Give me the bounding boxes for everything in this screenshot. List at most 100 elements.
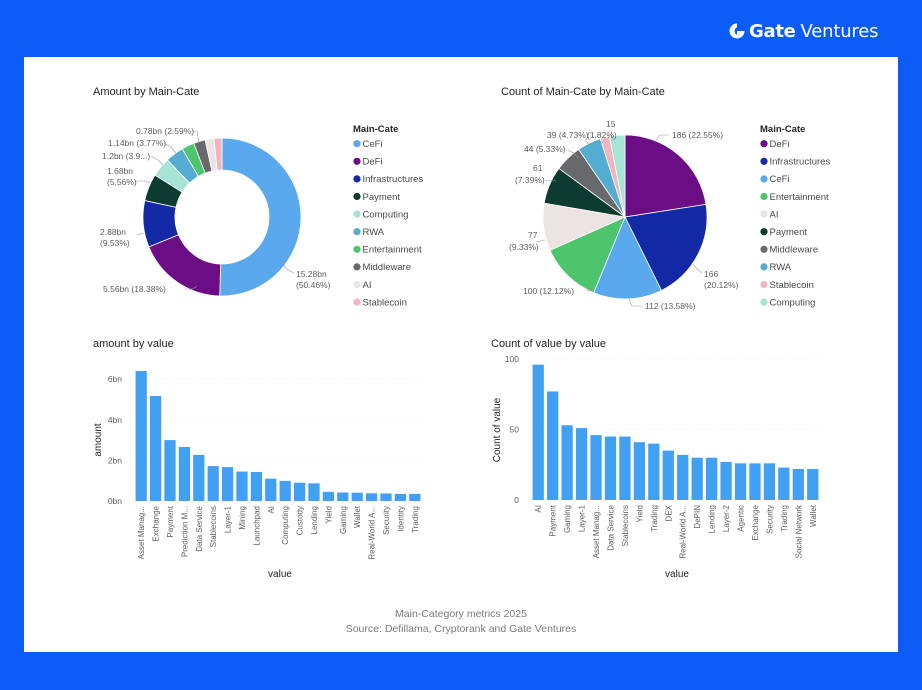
- bar-ai[interactable]: [265, 478, 277, 501]
- legend-item-rwa[interactable]: RWA: [760, 262, 792, 273]
- bar-lending[interactable]: [705, 457, 718, 500]
- legend-label: AI: [363, 280, 372, 291]
- data-label: 1.14bn (3.77%): [108, 138, 166, 148]
- legend-label: CeFi: [770, 174, 790, 185]
- y-tick-label: 6bn: [108, 374, 122, 384]
- bar-layer-1[interactable]: [575, 428, 588, 500]
- legend-item-defi[interactable]: DeFi: [760, 139, 790, 150]
- data-label-secondary: 15: [606, 119, 616, 129]
- brand-logo: Gate Ventures: [728, 17, 878, 45]
- bar-agentic[interactable]: [734, 463, 747, 500]
- bar-stablecoins[interactable]: [207, 466, 219, 501]
- bar-wallet[interactable]: [351, 492, 363, 501]
- bar-stablecoins[interactable]: [619, 436, 631, 500]
- legend-item-payment[interactable]: Payment: [760, 227, 807, 238]
- legend-marker: [760, 245, 768, 253]
- legend-item-payment[interactable]: Payment: [353, 192, 400, 203]
- bar-custody[interactable]: [293, 482, 306, 501]
- legend-item-entertainment[interactable]: Entertainment: [353, 245, 422, 256]
- bar-dex[interactable]: [662, 450, 674, 500]
- legend-item-infrastructures[interactable]: Infrastructures: [760, 157, 830, 168]
- amount-bar-chart-title: amount by value: [93, 338, 174, 350]
- bar-ai[interactable]: [532, 364, 544, 500]
- x-tick-label: Data Service: [195, 505, 204, 551]
- bar-exchange[interactable]: [749, 463, 761, 500]
- bar-asset-manag-[interactable]: [135, 371, 147, 501]
- x-tick-label: Computing: [281, 506, 290, 545]
- slice-computing[interactable]: [609, 134, 626, 218]
- x-tick-label: Lending: [708, 505, 717, 533]
- data-label-secondary: (9.53%): [100, 238, 130, 248]
- legend-marker: [353, 245, 361, 253]
- legend-item-stablecoin[interactable]: Stablecoin: [353, 297, 407, 308]
- leader-line: [655, 134, 669, 142]
- bar-security[interactable]: [380, 493, 392, 501]
- bar-depin[interactable]: [691, 457, 703, 500]
- bar-exchange[interactable]: [149, 396, 162, 501]
- bar-security[interactable]: [763, 463, 776, 500]
- donut-chart: 15.28bn(50.46%) 5.56bn (18.38%) 2.88bn(9.5…: [100, 126, 331, 297]
- bar-real-world-a-[interactable]: [677, 454, 689, 500]
- legend-marker: [353, 192, 361, 201]
- leader-line: [586, 287, 596, 292]
- bar-layer-1[interactable]: [221, 467, 234, 501]
- bar-payment[interactable]: [547, 391, 559, 500]
- slice-entertainment[interactable]: [549, 216, 626, 294]
- bar-gaming[interactable]: [561, 425, 573, 500]
- x-tick-label: Trading: [780, 505, 789, 532]
- bar-data-service[interactable]: [604, 436, 617, 500]
- data-label: 112 (13.58%): [645, 301, 696, 311]
- bar-trading[interactable]: [409, 493, 421, 501]
- data-label-secondary: (9.33%): [509, 242, 539, 252]
- bar-data-service[interactable]: [193, 454, 205, 501]
- data-label-secondary: (50.46%): [296, 280, 331, 290]
- bar-payment[interactable]: [164, 440, 176, 501]
- legend-item-defi[interactable]: DeFi: [353, 157, 383, 168]
- slice-cefi[interactable]: [219, 137, 302, 297]
- bar-yield[interactable]: [633, 442, 646, 500]
- x-tick-label: Real-World A...: [679, 505, 688, 559]
- legend-item-entertainment[interactable]: Entertainment: [760, 192, 829, 203]
- bar-trading[interactable]: [778, 467, 790, 500]
- legend-item-cefi[interactable]: CeFi: [760, 174, 790, 185]
- data-label-secondary: (20.12%): [704, 280, 739, 290]
- bar-wallet[interactable]: [807, 468, 819, 500]
- legend-item-computing[interactable]: Computing: [760, 297, 815, 308]
- donut-chart-title: Amount by Main-Cate: [93, 86, 199, 98]
- bar-gaming[interactable]: [337, 492, 349, 501]
- slice-stablecoin[interactable]: [213, 137, 223, 171]
- bar-prediction-m-[interactable]: [178, 446, 191, 501]
- bar-real-world-a-[interactable]: [365, 493, 378, 501]
- bar-computing[interactable]: [279, 480, 291, 501]
- legend-item-stablecoin[interactable]: Stablecoin: [760, 280, 814, 291]
- legend-label: Infrastructures: [363, 174, 424, 185]
- legend-item-middleware[interactable]: Middleware: [760, 245, 818, 256]
- x-tick-label: Exchange: [152, 505, 161, 541]
- legend-item-infrastructures[interactable]: Infrastructures: [353, 174, 423, 185]
- bar-asset-manag-[interactable]: [590, 435, 602, 500]
- bar-lending[interactable]: [308, 483, 320, 501]
- x-tick-label: Launchpad: [252, 506, 261, 546]
- bar-trading[interactable]: [648, 443, 660, 500]
- legend-item-cefi[interactable]: CeFi: [353, 139, 383, 150]
- legend-item-rwa[interactable]: RWA: [353, 227, 385, 238]
- legend-marker: [353, 175, 361, 183]
- bar-identity[interactable]: [394, 493, 407, 501]
- legend-item-middleware[interactable]: Middleware: [353, 262, 411, 273]
- data-label-secondary: (5.56%): [107, 177, 137, 187]
- bar-mining[interactable]: [236, 471, 248, 501]
- slice-defi[interactable]: [624, 134, 707, 218]
- slice-cefi[interactable]: [593, 216, 662, 300]
- bar-social-network[interactable]: [792, 468, 804, 500]
- bar-launchpad[interactable]: [250, 471, 263, 501]
- x-tick-label: Social Network: [794, 504, 803, 558]
- legend-item-ai[interactable]: AI: [760, 209, 778, 220]
- leader-line: [535, 239, 546, 243]
- bar-layer-2[interactable]: [720, 461, 732, 500]
- slice-infrastructures[interactable]: [624, 203, 708, 291]
- legend-item-computing[interactable]: Computing: [353, 209, 408, 220]
- legend-item-ai[interactable]: AI: [353, 280, 371, 291]
- bar-yield[interactable]: [322, 491, 335, 501]
- leader-line: [584, 139, 591, 147]
- x-tick-label: Prediction M...: [180, 506, 189, 557]
